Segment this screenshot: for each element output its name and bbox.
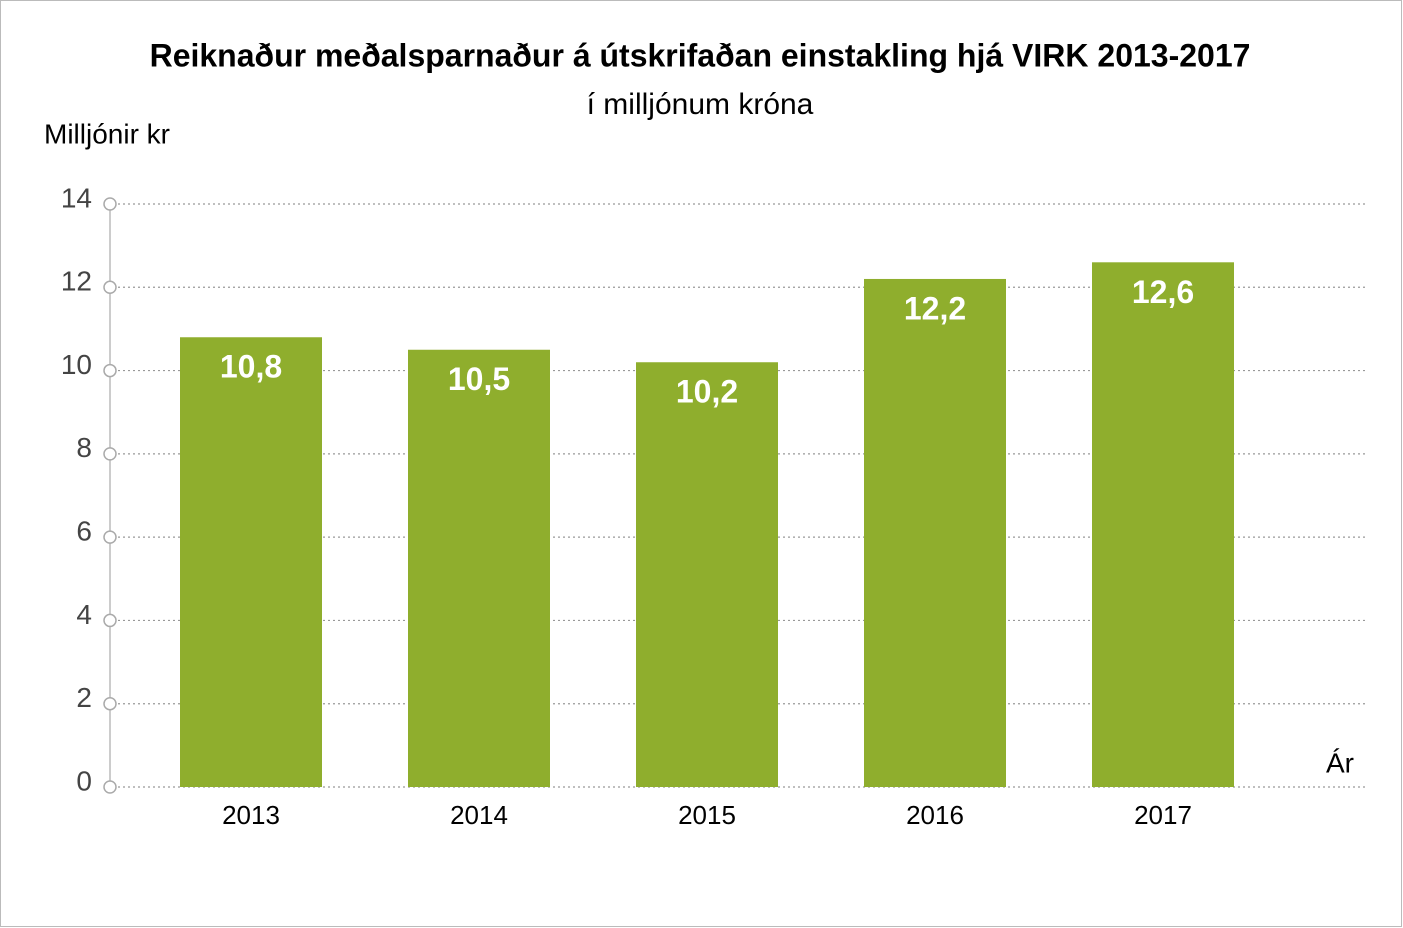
- chart-title: Reiknaður meðalsparnaður á útskrifaðan e…: [150, 37, 1251, 73]
- x-axis-title: Ár: [1326, 747, 1354, 778]
- tick-mark: [103, 447, 117, 461]
- y-tick-label: 12: [61, 266, 92, 297]
- x-tick-label: 2016: [906, 800, 964, 830]
- y-tick-label: 2: [76, 682, 92, 713]
- chart-subtitle: í milljónum króna: [587, 88, 814, 121]
- tick-mark: [103, 780, 117, 794]
- y-tick-label: 4: [76, 599, 92, 630]
- tick-mark: [103, 613, 117, 628]
- tick-mark: [103, 363, 117, 378]
- value-label: 10,8: [220, 349, 282, 385]
- value-label: 12,6: [1132, 274, 1194, 310]
- tick-mark: [103, 530, 117, 544]
- x-tick-label: 2015: [678, 800, 736, 830]
- y-axis-title: Milljónir kr: [44, 118, 170, 149]
- bar: [1092, 262, 1234, 787]
- y-tick-label: 10: [61, 349, 92, 380]
- x-tick-label: 2013: [222, 800, 280, 830]
- y-tick-label: 6: [76, 516, 92, 547]
- y-tick-label: 8: [76, 432, 92, 463]
- value-label: 10,5: [448, 361, 510, 397]
- bar: [636, 362, 778, 787]
- y-tick-label: 0: [76, 765, 92, 796]
- tick-mark: [103, 696, 117, 711]
- value-label: 10,2: [676, 374, 738, 410]
- bar: [864, 278, 1006, 787]
- y-tick-label: 14: [61, 182, 92, 213]
- bar: [408, 349, 550, 787]
- x-tick-label: 2017: [1134, 800, 1192, 830]
- tick-mark: [103, 280, 117, 295]
- bar: [180, 337, 322, 787]
- value-label: 12,2: [904, 290, 966, 326]
- x-tick-label: 2014: [450, 800, 508, 830]
- tick-mark: [103, 197, 117, 211]
